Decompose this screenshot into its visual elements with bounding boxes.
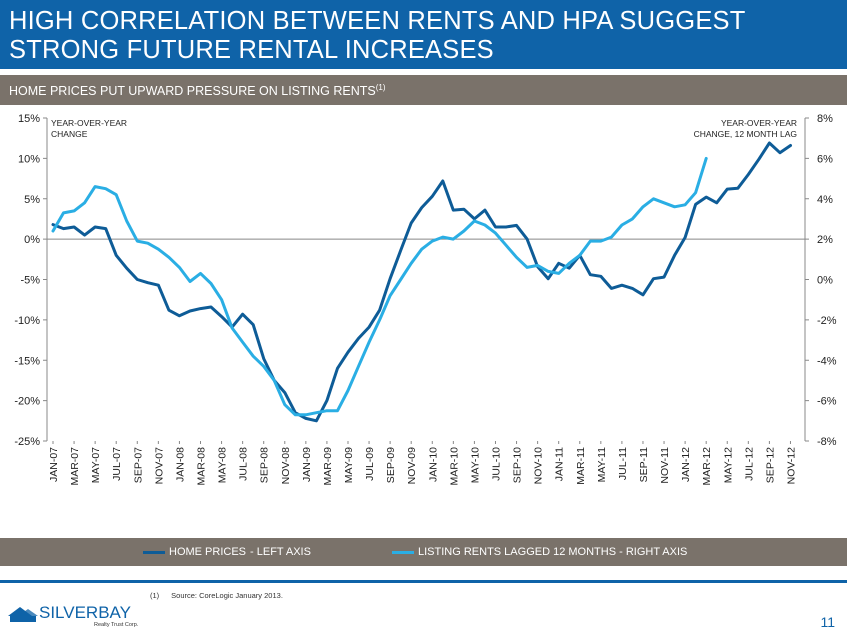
listing-rents-line (51, 156, 708, 417)
right-axis-tick-label: -6% (817, 396, 837, 408)
x-axis-tick-label: SEP-11 (638, 447, 650, 483)
right-axis-tick-label: -4% (817, 355, 837, 367)
legend: HOME PRICES - LEFT AXIS LISTING RENTS LA… (0, 538, 847, 566)
x-axis-tick-label: NOV-11 (659, 447, 671, 484)
x-axis-tick-label: JAN-08 (174, 447, 186, 482)
x-axis-tick-label: MAY-12 (722, 447, 734, 483)
page-title-line-2: STRONG FUTURE RENTAL INCREASES (9, 36, 494, 64)
x-axis-tick-label: SEP-10 (512, 447, 524, 483)
x-axis-tick-label: SEP-07 (132, 447, 144, 483)
logo-wordmark: SILVERBAY (39, 603, 131, 622)
page-number: 11 (820, 614, 835, 630)
x-axis-tick-label: MAY-11 (596, 447, 608, 483)
left-axis-tick-label: -10% (14, 315, 40, 327)
x-axis-tick-label: NOV-08 (280, 447, 292, 485)
chart-subtitle: HOME PRICES PUT UPWARD PRESSURE ON LISTI… (9, 83, 386, 98)
legend-item-home-prices: HOME PRICES - LEFT AXIS (143, 546, 311, 558)
title-divider (0, 69, 847, 75)
left-axis-tick-label: -25% (14, 436, 40, 448)
x-axis-tick-label: MAR-08 (195, 447, 207, 486)
x-axis-tick-label: JAN-09 (301, 447, 313, 482)
x-axis-tick-label: NOV-07 (153, 447, 165, 485)
x-axis-tick-label: SEP-08 (259, 447, 271, 483)
x-axis-tick-label: JAN-07 (48, 447, 60, 482)
correlation-chart: 15% 10% 5% 0% -5% -10% -15% -20% -25% 8% 6% 4% 2% 0% -… (14, 113, 837, 486)
footnote: (1) Source: CoreLogic January 2013. (150, 591, 295, 600)
legend-item-listing-rents: LISTING RENTS LAGGED 12 MONTHS - RIGHT A… (392, 546, 687, 558)
x-axis-tick-label: SEP-09 (385, 447, 397, 483)
x-axis-tick-label: NOV-12 (785, 447, 797, 485)
right-axis-tick-label: 4% (817, 194, 833, 206)
right-axis-tick-label: -8% (817, 436, 837, 448)
title-band: HIGH CORRELATION BETWEEN RENTS AND HPA S… (0, 0, 847, 69)
x-axis-tick-label: SEP-12 (764, 447, 776, 483)
subtitle-text: HOME PRICES PUT UPWARD PRESSURE ON LISTI… (9, 84, 376, 99)
legend-label-home-prices-axis: - LEFT AXIS (250, 546, 311, 558)
legend-swatch-listing-rents (392, 550, 414, 554)
page-title-line-1: HIGH CORRELATION BETWEEN RENTS AND HPA S… (9, 7, 746, 35)
right-axis-label: CHANGE, 12 MONTH LAG (694, 129, 797, 139)
left-axis-tick-label: 15% (18, 113, 40, 125)
x-axis-tick-label: MAR-12 (701, 447, 713, 486)
company-logo: SILVERBAY Realty Trust Corp. (8, 603, 139, 628)
x-axis-tick-label: JUL-12 (743, 447, 755, 481)
x-axis-tick-label: MAY-07 (90, 447, 102, 483)
x-axis-tick-label: JAN-11 (554, 447, 566, 481)
x-axis-tick-label: MAY-08 (217, 447, 229, 483)
subtitle-band: HOME PRICES PUT UPWARD PRESSURE ON LISTI… (0, 75, 847, 105)
left-axis-label: YEAR-OVER-YEAR (51, 118, 127, 128)
x-axis-tick-label: MAR-11 (575, 447, 587, 485)
page-title: HIGH CORRELATION BETWEEN RENTS AND HPA S… (9, 7, 829, 65)
right-axis-tick-label: 8% (817, 113, 833, 125)
x-axis-tick-label: JAN-12 (680, 447, 692, 482)
left-axis-tick-label: -5% (20, 275, 40, 287)
legend-label-listing-rents: LISTING RENTS LAGGED 12 MONTHS - RIGHT A… (418, 546, 688, 558)
left-axis-label: CHANGE (51, 129, 88, 139)
left-axis-tick-label: 10% (18, 153, 40, 165)
right-axis-tick-label: 2% (817, 234, 833, 246)
x-axis-tick-label: JUL-10 (490, 447, 502, 481)
legend-swatch-home-prices (143, 550, 165, 554)
right-axis-tick-label: 6% (817, 153, 833, 165)
subtitle-footnote-ref: (1) (375, 83, 386, 92)
x-axis-tick-label: NOV-10 (533, 447, 545, 485)
x-axis-tick-label: JUL-08 (238, 447, 250, 481)
x-axis-tick-label: JAN-10 (427, 447, 439, 482)
logo-tagline: Realty Trust Corp. (94, 622, 139, 628)
legend-label-home-prices: HOME PRICES (169, 546, 247, 558)
footnote-marker: (1) (150, 591, 160, 600)
x-axis-tick-label: JUL-07 (111, 447, 123, 481)
x-axis-tick-label: MAR-09 (322, 447, 334, 486)
right-axis-label: YEAR-OVER-YEAR (721, 118, 797, 128)
x-axis-tick-label: JUL-09 (364, 447, 376, 481)
footnote-text: Source: CoreLogic January 2013. (171, 591, 283, 600)
x-axis-tick-label: NOV-09 (406, 447, 418, 485)
left-axis-tick-label: 5% (24, 194, 40, 206)
left-axis-tick-label: 0% (24, 234, 40, 246)
x-axis-tick-label: MAY-10 (469, 447, 481, 483)
right-axis-tick-label: -2% (817, 315, 837, 327)
right-axis-tick-label: 0% (817, 275, 833, 287)
x-axis-tick-label: MAR-10 (448, 447, 460, 486)
left-axis-tick-label: -15% (14, 355, 40, 367)
home-prices-line (51, 141, 792, 423)
footer-divider (0, 580, 847, 583)
x-axis-tick-label: MAR-07 (69, 447, 81, 486)
x-axis-tick-label: MAY-09 (343, 447, 355, 483)
chart-area: 15% 10% 5% 0% -5% -10% -15% -20% -25% 8% 6% 4% 2% 0% -… (0, 105, 847, 538)
left-axis-tick-label: -20% (14, 396, 40, 408)
x-axis-tick-label: JUL-11 (617, 447, 629, 480)
